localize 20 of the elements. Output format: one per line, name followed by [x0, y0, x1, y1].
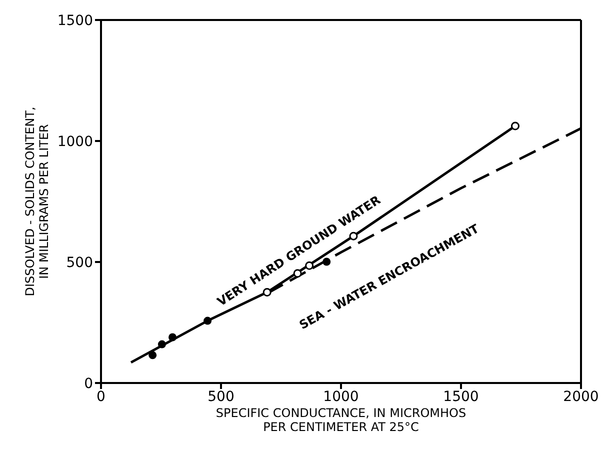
point: [168, 333, 177, 342]
y-tick-label: 1500: [57, 12, 93, 29]
x-tick-label: 1500: [443, 388, 479, 405]
x-axis-title: SPECIFIC CONDUCTANCE, IN MICROMHOS PER CENTIMETER AT 25°C: [216, 406, 466, 434]
y-tick-label: 500: [66, 254, 93, 271]
point: [262, 288, 272, 296]
point: [158, 340, 166, 348]
x-tick-label: 1000: [323, 388, 359, 405]
point: [204, 316, 212, 325]
x-tick-label: 0: [96, 388, 106, 405]
point: [148, 351, 157, 360]
x-tick-label: 2000: [563, 388, 599, 405]
point: [510, 122, 520, 130]
point: [349, 232, 358, 240]
y-tick-label: 1000: [57, 134, 93, 150]
x-tick-label: 500: [208, 388, 234, 405]
point: [305, 261, 314, 270]
y-axis-title: DISSOLVED - SOLIDS CONTENT, IN MILLIGRAMS PER LITER: [23, 106, 51, 296]
y-tick-label: 0: [84, 376, 93, 392]
point: [293, 269, 302, 278]
